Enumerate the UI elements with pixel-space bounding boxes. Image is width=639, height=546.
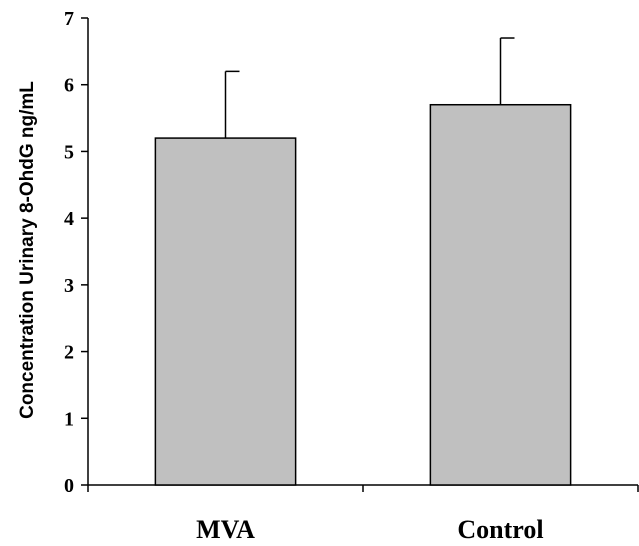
- y-tick-label: 3: [64, 275, 74, 297]
- y-tick-label: 0: [64, 475, 74, 497]
- y-tick-label: 2: [64, 342, 74, 364]
- y-axis: 0 1 2 3 4 5 6 7: [64, 8, 89, 497]
- y-tick-label: 5: [64, 141, 74, 163]
- category-labels: MVA Control: [196, 515, 543, 544]
- y-tick-label: 4: [64, 208, 74, 230]
- y-tick-label: 7: [64, 8, 74, 30]
- x-category-label: Control: [457, 515, 543, 544]
- bars: [154, 37, 572, 486]
- x-category-label: MVA: [196, 515, 255, 544]
- y-tick-label: 1: [64, 408, 74, 430]
- y-tick-label: 6: [64, 75, 74, 97]
- x-axis: [87, 484, 639, 492]
- bar-control: [429, 103, 572, 486]
- bar-mva: [154, 137, 297, 486]
- y-axis-title: Concentration Urinary 8-OhdG ng/mL: [17, 81, 38, 419]
